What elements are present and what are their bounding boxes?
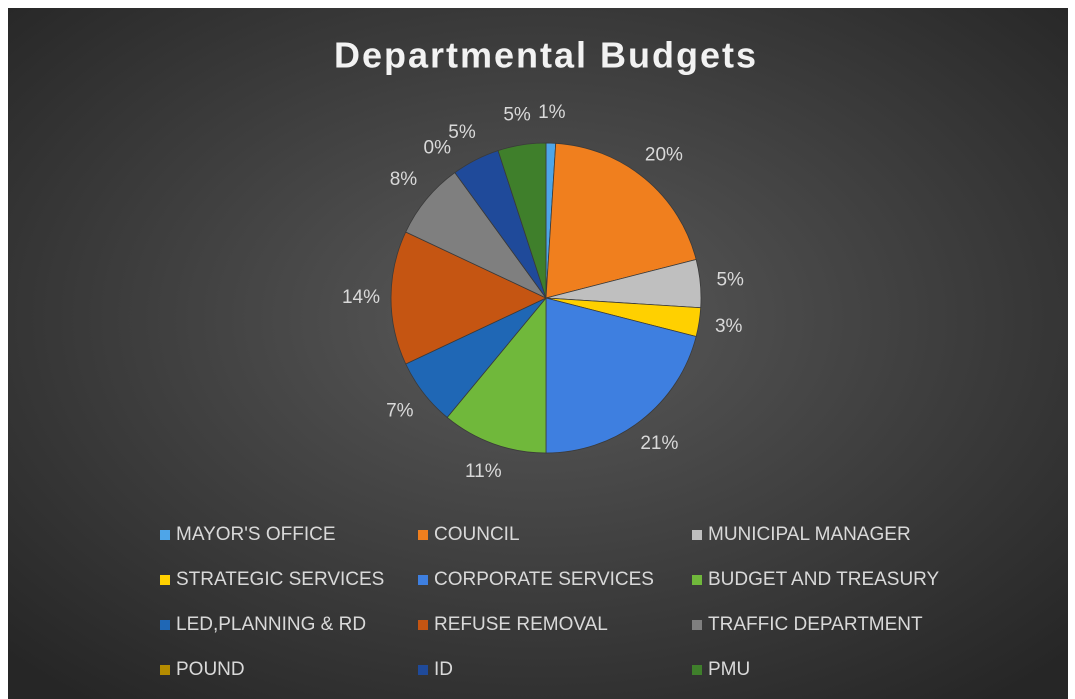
pie-slice [390, 231, 547, 365]
legend-marker [418, 665, 428, 675]
legend-label: ID [434, 659, 453, 680]
legend-label: LED,PLANNING & RD [176, 614, 366, 635]
data-label: 7% [386, 400, 414, 421]
legend-marker [160, 620, 170, 630]
pie-slice [497, 142, 547, 299]
legend-label: TRAFFIC DEPARTMENT [708, 614, 923, 635]
data-label: 5% [503, 104, 531, 125]
legend-label: MUNICIPAL MANAGER [708, 524, 911, 545]
pie-slice [545, 142, 697, 299]
legend-label: COUNCIL [434, 524, 520, 545]
legend-label: STRATEGIC SERVICES [176, 569, 384, 590]
data-label: 5% [448, 122, 476, 143]
data-label: 21% [640, 433, 678, 454]
legend-marker [160, 665, 170, 675]
data-label: 1% [538, 102, 566, 123]
data-label: 8% [390, 169, 418, 190]
legend-marker [418, 530, 428, 540]
legend-marker [418, 620, 428, 630]
pie-slice [446, 296, 547, 454]
legend-label: BUDGET AND TREASURY [708, 569, 940, 590]
data-label: 11% [465, 461, 502, 482]
legend-label: POUND [176, 659, 245, 680]
legend-label: REFUSE REMOVAL [434, 614, 608, 635]
legend-marker [692, 530, 702, 540]
pie-slice [545, 297, 697, 454]
legend-marker [418, 575, 428, 585]
legend-label: MAYOR'S OFFICE [176, 524, 336, 545]
data-label: 0% [424, 137, 452, 158]
data-label: 20% [645, 144, 683, 165]
legend-marker [692, 620, 702, 630]
legend-marker [692, 575, 702, 585]
data-label: 5% [716, 270, 744, 291]
legend-marker [160, 530, 170, 540]
data-label: 3% [715, 316, 743, 337]
data-label: 14% [342, 287, 380, 308]
legend-marker [160, 575, 170, 585]
legend-label: CORPORATE SERVICES [434, 569, 654, 590]
legend-marker [692, 665, 702, 675]
chart-title: Departmental Budgets [334, 35, 758, 76]
legend-label: PMU [708, 659, 750, 680]
